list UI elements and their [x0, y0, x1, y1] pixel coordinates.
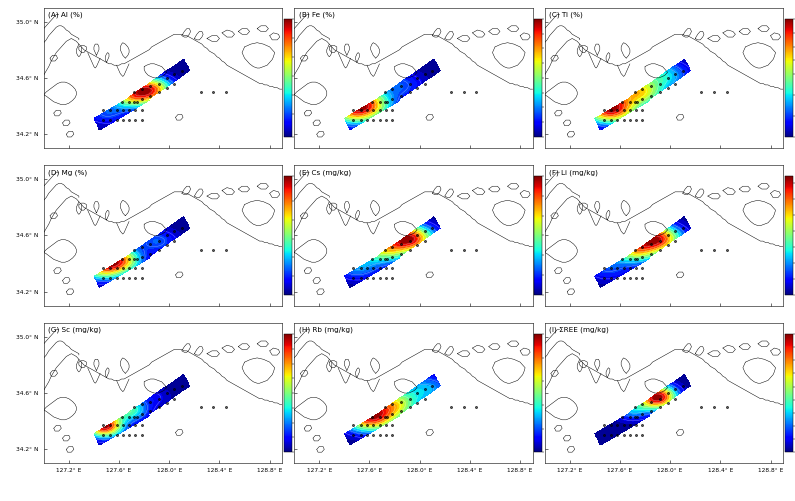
Text: (G) Sc (mg/kg): (G) Sc (mg/kg) — [48, 327, 102, 334]
Text: (F) Li (mg/kg): (F) Li (mg/kg) — [549, 169, 598, 176]
Text: (I) ΣREE (mg/kg): (I) ΣREE (mg/kg) — [549, 327, 609, 334]
Text: (D) Mg (%): (D) Mg (%) — [48, 169, 87, 176]
Text: (E) Cs (mg/kg): (E) Cs (mg/kg) — [299, 169, 351, 176]
Text: (B) Fe (%): (B) Fe (%) — [299, 12, 335, 18]
Text: (A) Al (%): (A) Al (%) — [48, 12, 83, 18]
Text: (H) Rb (mg/kg): (H) Rb (mg/kg) — [299, 327, 353, 334]
Text: (C) Ti (%): (C) Ti (%) — [549, 12, 583, 18]
